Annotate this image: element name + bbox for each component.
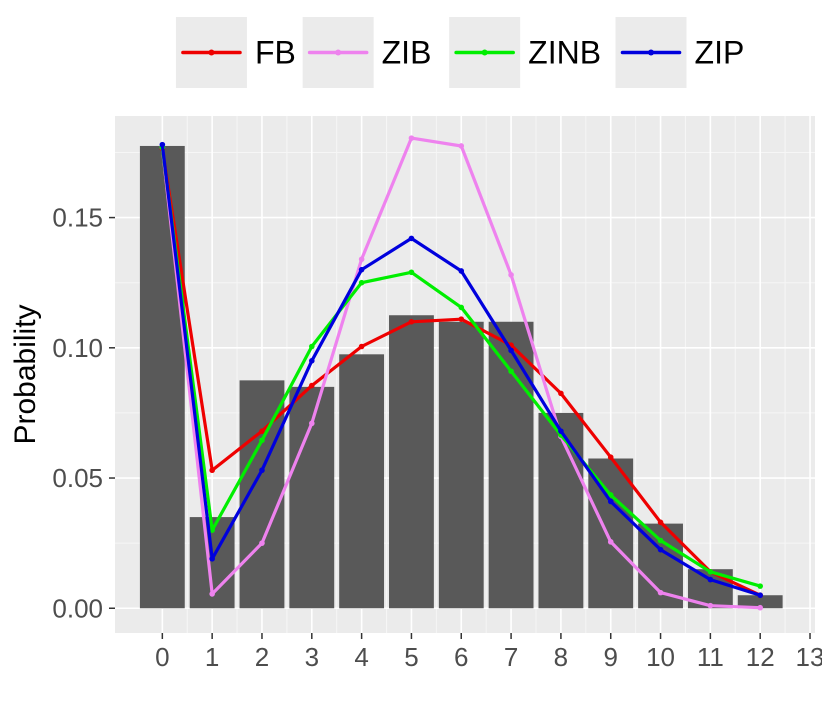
series-point-zip [308, 358, 315, 364]
series-point-zib [408, 135, 415, 141]
series-point-zip [657, 546, 664, 553]
x-tick-label: 10 [646, 642, 675, 672]
x-tick-label: 3 [305, 642, 319, 672]
series-point-zib [707, 602, 714, 609]
series-point-fb [209, 467, 215, 474]
x-tick-label: 11 [697, 642, 724, 672]
legend: FB ZIB ZINB ZIP [175, 17, 745, 88]
series-point-zip [607, 498, 614, 505]
x-tick-label: 6 [454, 642, 468, 672]
series-point-fb [657, 519, 664, 526]
series-point-zib [508, 272, 514, 278]
series-point-zip [558, 428, 564, 434]
x-tick-label: 8 [554, 642, 568, 672]
series-point-zinb [209, 527, 215, 533]
legend-label-zinb: ZINB [528, 35, 601, 71]
series-point-zip [358, 266, 365, 273]
series-point-zib [757, 604, 763, 611]
series-point-fb [408, 318, 415, 325]
legend-point-fb [208, 49, 215, 56]
y-tick-label: 0.05 [52, 463, 103, 493]
series-point-zib [607, 539, 614, 545]
series-point-fb [358, 343, 365, 350]
series-point-fb [308, 382, 315, 389]
bar-9 [588, 458, 634, 609]
series-point-zib [657, 589, 664, 596]
x-tick-label: 0 [155, 642, 169, 672]
series-point-zib [458, 143, 465, 149]
y-tick-labels: 0.00 0.05 0.10 0.15 [52, 203, 103, 624]
x-tick-label: 1 [205, 642, 219, 672]
series-point-zib [358, 256, 365, 263]
bar-6 [438, 321, 484, 609]
x-tick-labels: 0 1 2 3 4 5 6 7 8 9 10 11 12 13 [155, 642, 822, 672]
x-tick-label: 12 [746, 642, 775, 672]
series-point-zib [209, 591, 215, 597]
series-point-fb [558, 390, 564, 397]
bar-2 [239, 380, 285, 609]
series-point-zinb [508, 368, 514, 375]
series-point-zinb [308, 343, 315, 350]
series-point-zip [209, 555, 215, 562]
series-point-fb [458, 316, 465, 322]
bar-8 [538, 412, 584, 609]
x-tick-label: 5 [404, 642, 418, 672]
series-point-zip [508, 347, 514, 354]
x-tick-label: 13 [796, 642, 822, 672]
series-point-zip [458, 268, 465, 274]
bar-0 [139, 145, 185, 609]
series-point-zip [757, 592, 763, 599]
bar-7 [488, 321, 534, 609]
bar-4 [339, 354, 385, 609]
y-tick-label: 0.00 [52, 593, 103, 623]
legend-label-fb: FB [255, 35, 296, 71]
bar-12 [737, 595, 783, 609]
y-tick-label: 0.15 [52, 203, 103, 233]
series-point-zib [308, 420, 315, 427]
axis-ticks [109, 216, 811, 639]
x-tick-label: 9 [603, 642, 617, 672]
x-tick-label: 7 [504, 642, 518, 672]
y-tick-label: 0.10 [52, 333, 103, 363]
legend-point-zib [335, 49, 342, 56]
series-lines [159, 135, 763, 611]
legend-point-zip [648, 49, 655, 56]
series-point-zip [259, 467, 265, 474]
legend-point-zinb [481, 49, 488, 56]
series-point-zinb [757, 583, 763, 589]
series-point-zinb [358, 279, 365, 286]
series-point-zinb [607, 492, 614, 498]
x-tick-label: 4 [354, 642, 368, 672]
series-point-fb [607, 454, 614, 460]
bars [139, 145, 783, 609]
x-tick-label: 2 [255, 642, 269, 672]
y-axis-title: Probability [9, 304, 42, 444]
legend-label-zib: ZIB [382, 35, 432, 71]
legend-label-zip: ZIP [695, 35, 745, 71]
series-point-zinb [707, 568, 714, 575]
series-point-zinb [657, 537, 664, 544]
series-point-zip [707, 576, 714, 583]
series-point-zip [159, 141, 166, 148]
series-point-zinb [458, 304, 465, 311]
series-point-fb [259, 428, 265, 434]
series-point-zib [259, 540, 265, 546]
series-point-zinb [408, 269, 415, 276]
series-point-zip [408, 235, 415, 242]
series-point-zinb [259, 437, 265, 444]
bar-5 [389, 315, 434, 609]
